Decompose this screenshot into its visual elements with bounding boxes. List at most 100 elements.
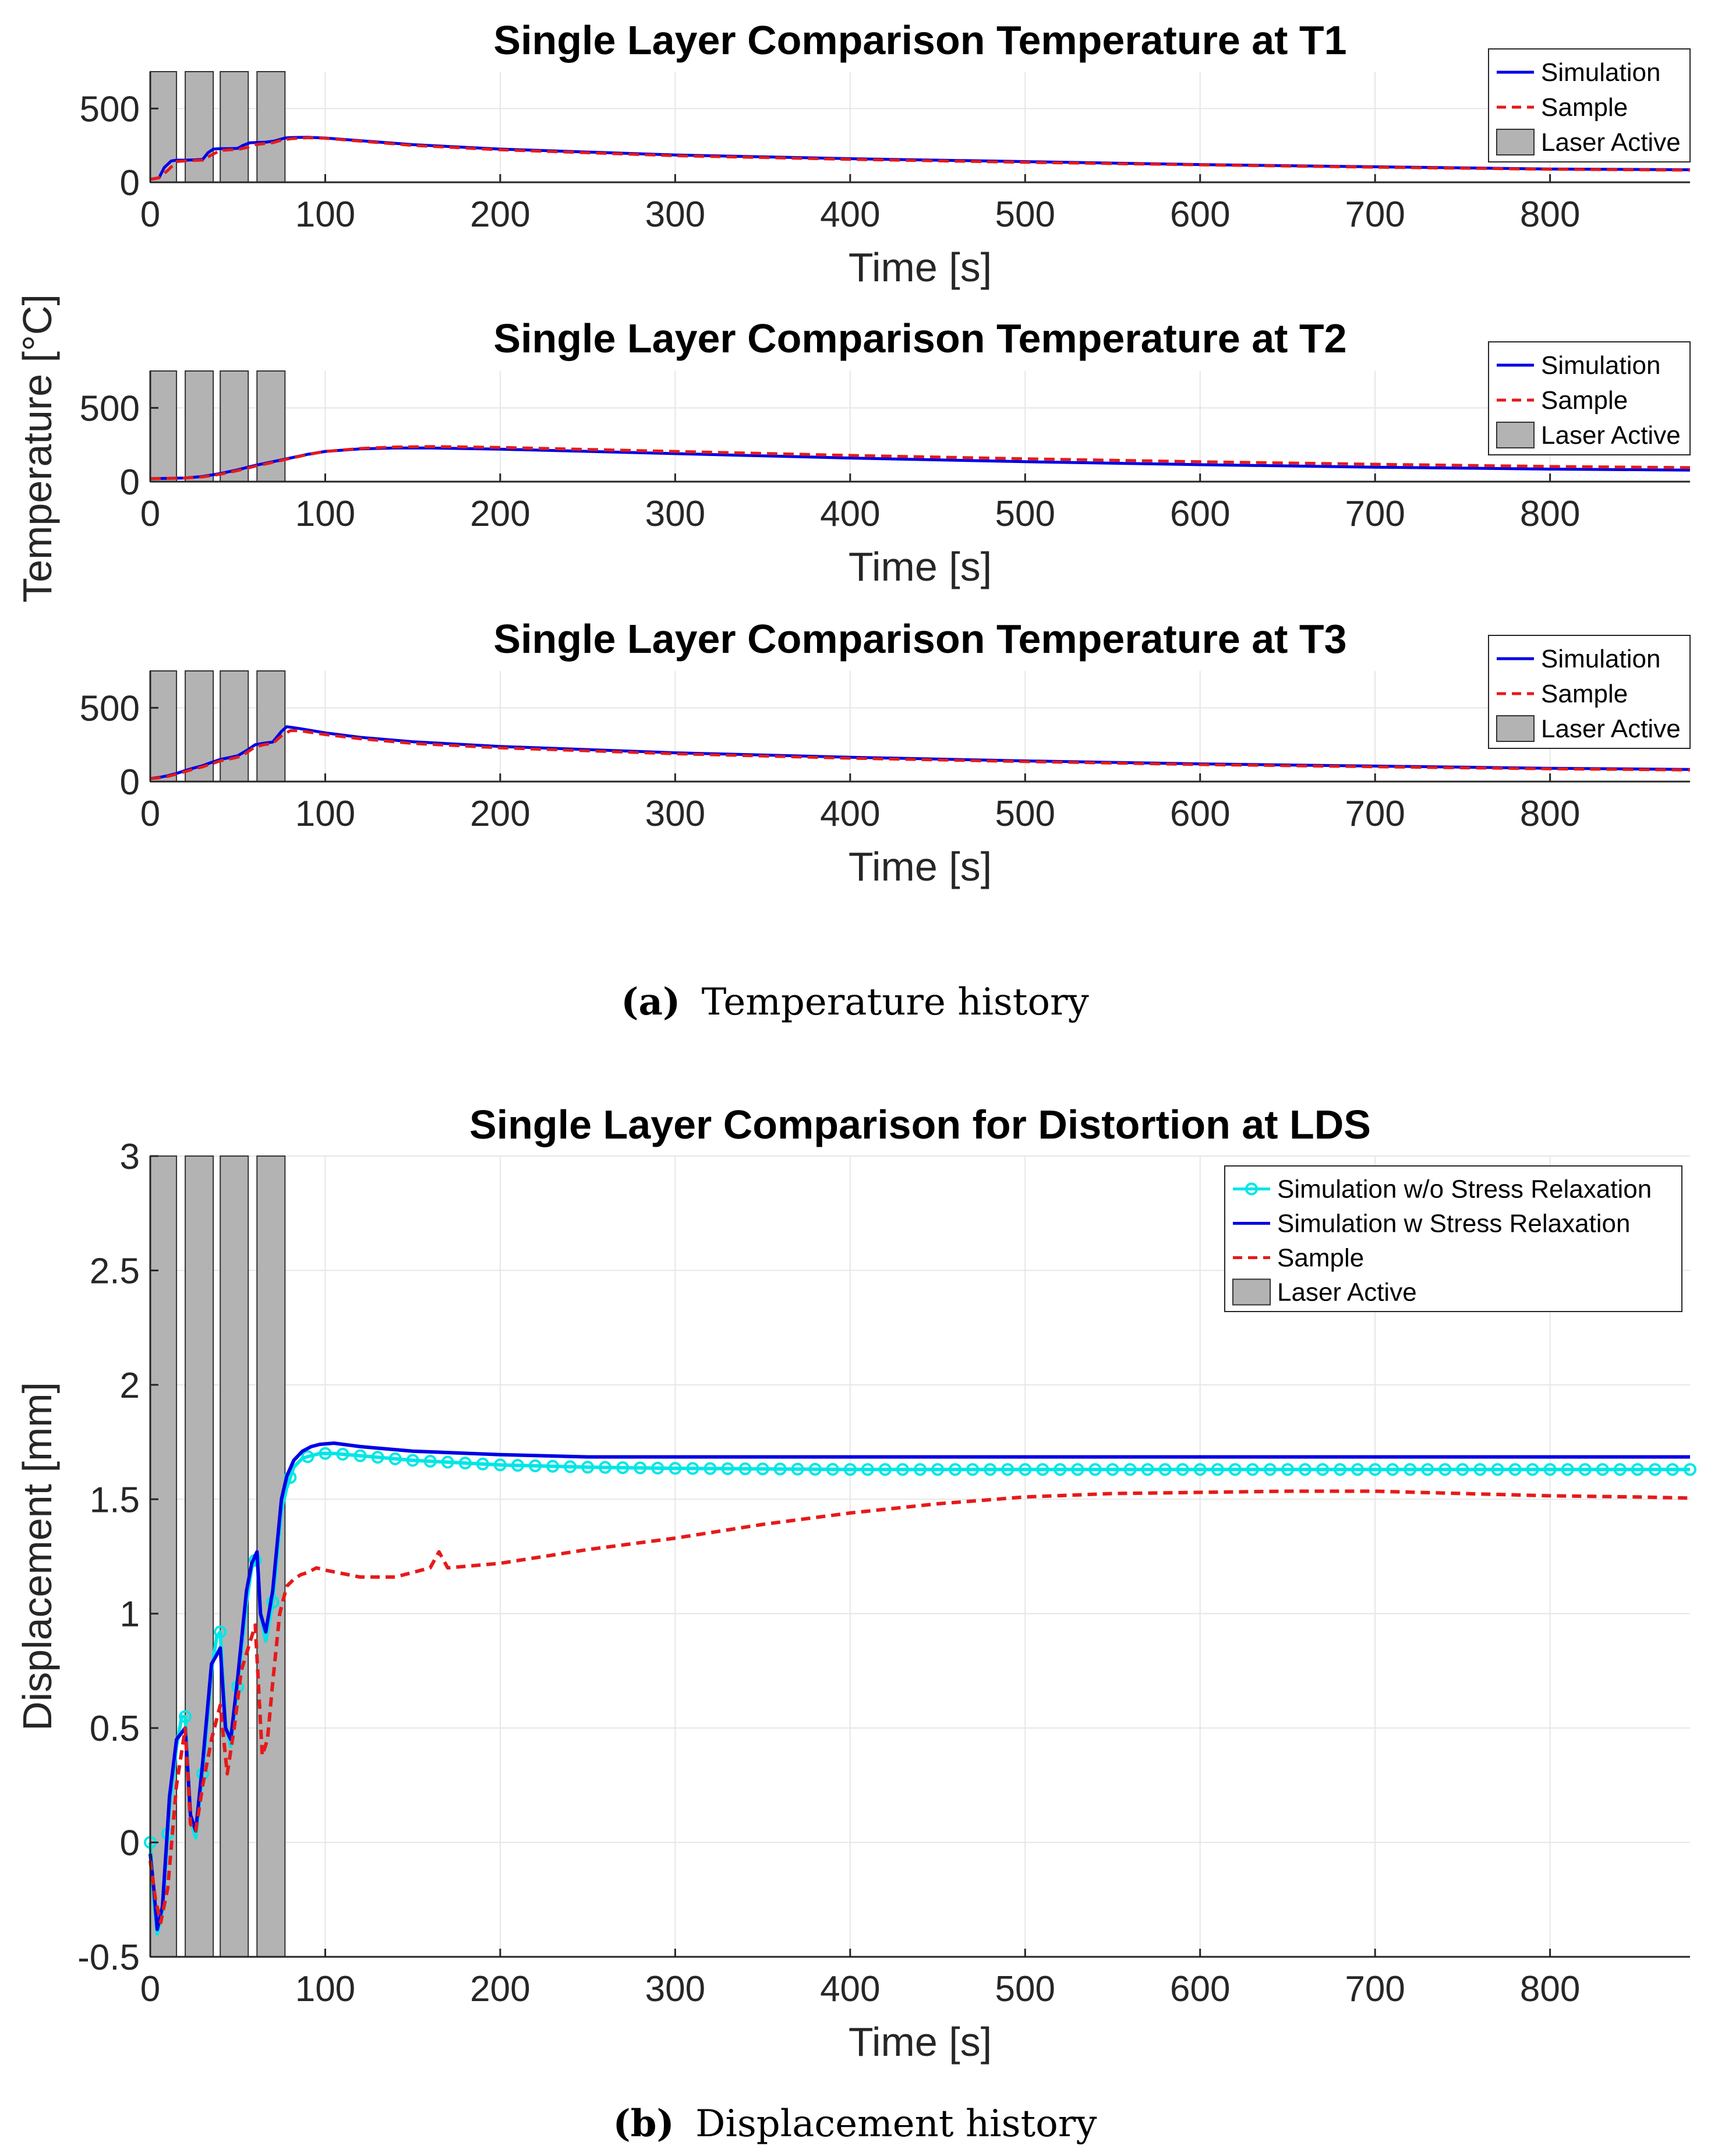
caption-b: (b) Displacement history: [613, 2102, 1097, 2146]
legend: Simulation Sample Laser Active: [1488, 48, 1691, 162]
data-point: [581, 1461, 595, 1474]
data-point: [319, 1447, 332, 1460]
data-point: [301, 1450, 314, 1464]
series-line-simulation: [150, 446, 1691, 480]
legend-label: Sample: [1541, 386, 1628, 415]
x-axis-label: Time [s]: [849, 2019, 992, 2065]
laser-active-block: [185, 71, 214, 183]
data-point: [756, 1462, 769, 1476]
x-tick-label: 100: [295, 195, 355, 235]
x-tick-label: 700: [1345, 794, 1405, 834]
x-tick-label: 200: [470, 195, 530, 235]
x-tick-label: 700: [1345, 1969, 1405, 2009]
chart-title: Single Layer Comparison for Distortion a…: [469, 1102, 1371, 1147]
data-point: [686, 1462, 699, 1475]
data-point: [634, 1461, 647, 1475]
y-tick-label: 0: [120, 163, 140, 203]
data-point: [1316, 1463, 1330, 1476]
data-point: [353, 1449, 367, 1462]
y-tick-label: -0.5: [77, 1938, 140, 1978]
plot-area: [150, 671, 1690, 782]
data-point: [1404, 1463, 1417, 1476]
data-point: [878, 1463, 892, 1476]
data-point: [599, 1461, 612, 1474]
laser-active-block: [150, 1155, 178, 1957]
data-point: [914, 1463, 927, 1476]
y-tick-label: 0.5: [90, 1709, 140, 1749]
y-tick-label: 0: [120, 462, 140, 503]
data-point: [1473, 1463, 1487, 1476]
data-point: [1054, 1463, 1067, 1476]
x-axis-label: Time [s]: [849, 544, 992, 589]
data-point: [1666, 1463, 1679, 1476]
chart-t1: Single Layer Comparison Temperature at T…: [80, 17, 1691, 290]
x-tick-label: 100: [295, 794, 355, 834]
x-tick-label: 100: [295, 494, 355, 534]
x-tick-label: 400: [820, 195, 880, 235]
x-tick-label: 500: [995, 1969, 1055, 2009]
x-tick-label: 600: [1170, 1969, 1230, 2009]
data-point: [1491, 1463, 1504, 1476]
series-line-sample: [150, 729, 1691, 780]
x-tick-label: 0: [140, 195, 160, 235]
legend-label: Laser Active: [1541, 128, 1681, 157]
y-tick-label: 500: [80, 688, 140, 729]
data-point: [773, 1462, 787, 1476]
legend-box: [1224, 1165, 1682, 1312]
laser-active-block: [256, 670, 286, 782]
data-point: [1543, 1463, 1557, 1476]
x-tick-label: 700: [1345, 195, 1405, 235]
legend-swatch-laser: [1496, 422, 1535, 448]
x-tick-label: 600: [1170, 195, 1230, 235]
data-point: [546, 1459, 560, 1473]
data-point: [1263, 1463, 1277, 1476]
data-point: [1526, 1463, 1539, 1476]
y-tick-label: 1: [120, 1595, 140, 1635]
legend-swatch-laser: [1496, 715, 1535, 742]
data-point: [1141, 1463, 1154, 1476]
series-line-sample: [150, 445, 1691, 480]
laser-active-block: [220, 670, 249, 782]
data-point: [791, 1462, 804, 1476]
legend-label: Laser Active: [1541, 715, 1681, 743]
data-point: [949, 1463, 962, 1476]
data-point: [669, 1462, 682, 1475]
data-point: [441, 1455, 454, 1469]
legend-label: Laser Active: [1277, 1278, 1417, 1307]
legend-label: Simulation: [1541, 645, 1660, 673]
chart-title: Single Layer Comparison Temperature at T…: [493, 17, 1346, 63]
legend-label: Simulation: [1541, 58, 1660, 87]
caption-a-text: Temperature history: [702, 981, 1089, 1024]
data-point: [1106, 1463, 1119, 1476]
x-tick-label: 100: [295, 1969, 355, 2009]
x-tick-label: 800: [1520, 494, 1580, 534]
legend-swatch-laser: [1232, 1278, 1271, 1306]
legend-swatch-laser: [1496, 129, 1535, 155]
data-point: [1369, 1463, 1382, 1476]
x-tick-label: 300: [645, 1969, 705, 2009]
data-point: [371, 1451, 384, 1464]
data-point: [1211, 1463, 1224, 1476]
laser-active-block: [150, 670, 178, 782]
data-point: [1613, 1463, 1627, 1476]
legend-label: Simulation w/o Stress Relaxation: [1277, 1175, 1652, 1204]
laser-active-block: [150, 71, 178, 183]
laser-active-block: [256, 71, 286, 183]
chart-title: Single Layer Comparison Temperature at T…: [493, 316, 1346, 361]
x-tick-label: 300: [645, 794, 705, 834]
y-axis-label: Displacement [mm]: [15, 1382, 60, 1731]
data-point: [738, 1462, 752, 1476]
data-point: [1158, 1463, 1172, 1476]
x-tick-label: 400: [820, 1969, 880, 2009]
charts-layer: Single Layer Comparison Temperature at T…: [15, 17, 1696, 2065]
y-tick-label: 2.5: [90, 1251, 140, 1291]
legend: Simulation Sample Laser Active: [1488, 635, 1691, 749]
data-point: [1071, 1463, 1084, 1476]
data-point: [336, 1448, 349, 1461]
data-point: [826, 1463, 839, 1476]
data-point: [1088, 1463, 1102, 1476]
data-point: [931, 1463, 945, 1476]
data-point: [616, 1461, 630, 1475]
data-point: [476, 1457, 489, 1471]
data-point: [1334, 1463, 1347, 1476]
